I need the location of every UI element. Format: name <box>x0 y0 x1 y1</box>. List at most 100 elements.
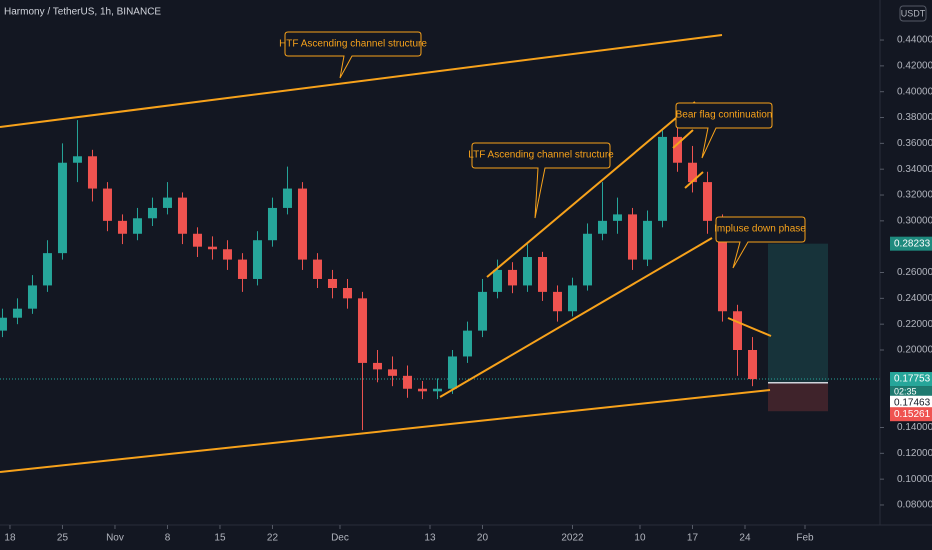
candle-body <box>642 220 652 260</box>
y-tick-label: 0.38000 <box>897 112 932 123</box>
candle-body <box>552 291 562 312</box>
annotation: Impluse down phase <box>714 224 806 235</box>
candle-body <box>582 233 592 286</box>
countdown: 02:35 <box>894 386 917 396</box>
candle-body <box>372 362 382 370</box>
y-tick-label: 0.40000 <box>897 86 932 97</box>
candle-body <box>747 350 757 380</box>
candle-body <box>27 285 37 309</box>
y-tick-label: 0.30000 <box>897 215 932 226</box>
candle-body <box>432 388 442 392</box>
candle-body <box>42 253 52 286</box>
candle-body <box>387 369 397 376</box>
x-tick-label: 13 <box>424 533 436 544</box>
target-label: 0.28233 <box>894 238 931 249</box>
candle-body <box>102 188 112 221</box>
candle-body <box>57 162 67 254</box>
x-tick-label: Nov <box>106 533 124 544</box>
x-tick-label: 22 <box>267 533 279 544</box>
candle-body <box>447 356 457 389</box>
y-tick-label: 0.44000 <box>897 35 932 46</box>
y-tick-label: 0.08000 <box>897 500 932 511</box>
callout <box>284 31 422 79</box>
candle-body <box>0 317 7 331</box>
y-tick-label: 0.26000 <box>897 267 932 278</box>
x-tick-label: 8 <box>165 533 171 544</box>
x-tick-label: 10 <box>634 533 646 544</box>
candle-body <box>177 197 187 234</box>
candle-body <box>207 246 217 250</box>
currency-box[interactable] <box>899 5 927 22</box>
candle-body <box>732 311 742 350</box>
candle-body <box>567 285 577 312</box>
current-price-label-bg <box>890 372 932 387</box>
candle-body <box>462 330 472 357</box>
candle-body <box>342 288 352 299</box>
candle-body <box>87 156 97 189</box>
candle-body <box>117 220 127 234</box>
y-tick-label: 0.20000 <box>897 345 932 356</box>
candle-body <box>402 375 412 389</box>
candle-body <box>657 136 667 221</box>
candle-body <box>627 214 637 260</box>
entry-label: 0.17463 <box>894 397 931 408</box>
chart-title: Harmony / TetherUS, 1h, BINANCE <box>4 7 161 18</box>
countdown-bg <box>890 386 932 399</box>
candle-body <box>297 188 307 260</box>
plot-area <box>0 120 880 431</box>
drawings: HTF Ascending channel structure LTF Asce… <box>0 31 806 473</box>
entry-label-bg <box>890 395 932 410</box>
candle-body <box>222 249 232 260</box>
candle-body <box>327 278 337 289</box>
candle-body <box>162 197 172 208</box>
flag-line <box>684 171 704 189</box>
candle-body <box>492 269 502 292</box>
current-price-label: 0.17753 <box>894 374 931 385</box>
y-tick-label: 0.32000 <box>897 190 932 201</box>
candle-body <box>357 298 367 363</box>
htf-channel-top <box>0 34 723 128</box>
candle-body <box>537 257 547 292</box>
x-tick-label: 24 <box>739 533 751 544</box>
flag-line <box>727 317 772 337</box>
candle-body <box>702 182 712 221</box>
candle-body <box>132 218 142 234</box>
candle-body <box>147 207 157 219</box>
candle-body <box>417 388 427 392</box>
y-tick-label: 0.24000 <box>897 293 932 304</box>
candle-body <box>252 240 262 279</box>
callout <box>471 142 611 219</box>
candle-body <box>672 136 682 163</box>
candle-body <box>282 188 292 208</box>
candle-body <box>237 259 247 279</box>
candle-body <box>507 269 517 286</box>
y-tick-label: 0.36000 <box>897 138 932 149</box>
y-tick-label: 0.10000 <box>897 474 932 485</box>
annotation: HTF Ascending channel structure <box>279 39 427 50</box>
y-tick-label: 0.34000 <box>897 164 932 175</box>
x-tick-label: Dec <box>331 533 349 544</box>
candle-body <box>687 162 697 183</box>
candle-body <box>522 257 532 286</box>
callout <box>715 216 806 269</box>
flag-line <box>672 129 694 149</box>
candle-body <box>312 259 322 279</box>
ltf-channel-bottom <box>439 237 713 398</box>
stop-label-bg <box>890 407 932 422</box>
stop-label: 0.15261 <box>894 409 931 420</box>
candle-body <box>612 214 622 221</box>
candle-body <box>267 207 277 241</box>
y-tick-label: 0.42000 <box>897 61 932 72</box>
annotation: Bear flag continuation <box>676 110 773 121</box>
ltf-channel-top <box>486 101 696 278</box>
candle-body <box>12 308 22 318</box>
x-tick-label: 15 <box>214 533 226 544</box>
candle-body <box>477 291 487 331</box>
currency[interactable]: USDT <box>901 8 926 18</box>
y-tick-label: 0.22000 <box>897 319 932 330</box>
x-tick-label: 25 <box>57 533 69 544</box>
profit-zone <box>768 243 828 383</box>
loss-zone <box>768 382 828 412</box>
